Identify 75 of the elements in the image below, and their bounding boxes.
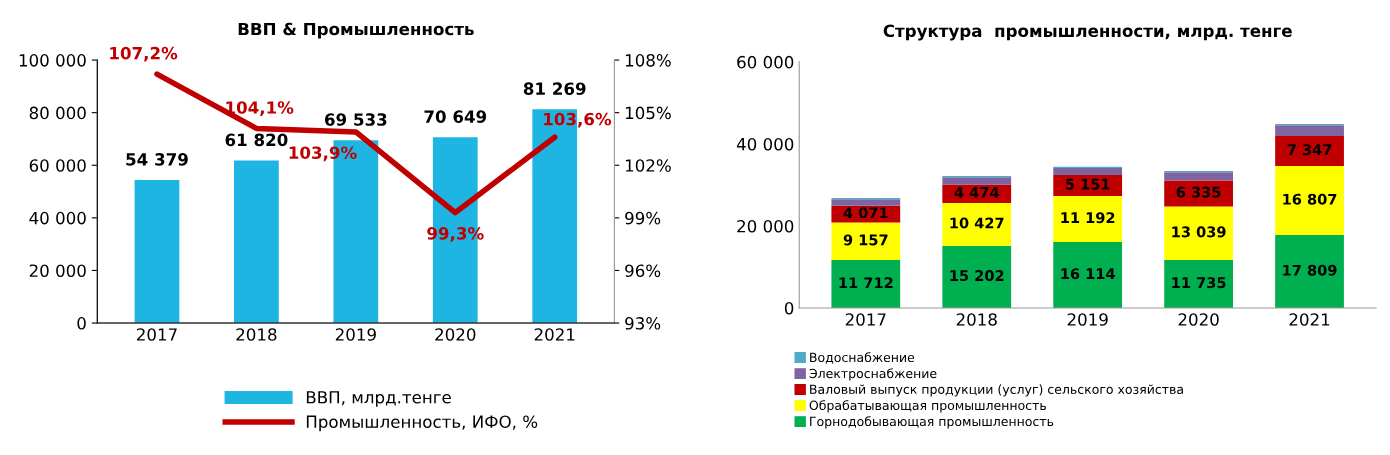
x-tick-label: 2020 (1178, 313, 1219, 326)
bar (1164, 206, 1233, 260)
x-tick-label: 2018 (956, 313, 997, 326)
data-label: 16 114 (1061, 268, 1115, 280)
legend-label: Валовый выпуск продукции (услуг) сельского хозяйства (810, 384, 1183, 397)
data-label: 6 335 (1176, 186, 1221, 198)
y2-tick-label: 108% (625, 54, 671, 67)
y2-tick-label: 96% (625, 264, 661, 278)
data-label: 7 347 (1287, 144, 1332, 156)
x-tick-label: 2019 (1067, 313, 1108, 326)
data-label: 11 735 (1172, 277, 1226, 289)
x-tick-label: 2021 (534, 328, 575, 341)
y-tick-label: 40 000 (29, 211, 86, 225)
y-tick-label: 100 000 (19, 54, 86, 67)
y2-tick-label: 102% (625, 159, 671, 172)
y2-tick-label: 105% (625, 106, 671, 120)
data-label: 70 649 (424, 110, 487, 123)
x-tick-label: 2019 (335, 328, 376, 341)
chart-title: Структура промышленности, млрд. тенге (883, 24, 1292, 41)
bar (1275, 125, 1344, 136)
x-tick-label: 2018 (236, 328, 277, 341)
data-label: 10 427 (950, 217, 1004, 229)
data-label: 11 192 (1061, 212, 1115, 224)
y-tick-label: 0 (784, 302, 794, 315)
data-label: 4 474 (954, 187, 999, 198)
bar (942, 245, 1012, 309)
bar (1053, 167, 1123, 175)
bar (1275, 234, 1344, 309)
bar (1275, 135, 1344, 167)
legend-label: Электроснабжение (809, 368, 937, 381)
bar (234, 160, 279, 324)
y2-tick-label: 93% (625, 317, 661, 330)
legend-label: Водоснабжение (810, 352, 915, 364)
data-label: 107,2% (110, 46, 178, 62)
chart-title: ВВП & Промышленность (238, 22, 474, 39)
data-label: 15 202 (950, 270, 1004, 282)
y-tick-label: 40 000 (736, 137, 794, 151)
data-label: 17 809 (1283, 264, 1337, 276)
x-tick-label: 2021 (1289, 313, 1330, 326)
y-tick-label: 60 000 (29, 159, 86, 172)
bar (831, 222, 901, 260)
bar (1164, 259, 1233, 309)
y-tick-label: 60 000 (737, 55, 794, 69)
y-tick-label: 20 000 (737, 219, 794, 233)
data-label: 104,1% (226, 101, 294, 116)
bar (942, 177, 1012, 185)
legend-label: Обрабатывающая промышленность (809, 400, 1046, 413)
x-tick-label: 2017 (845, 313, 886, 326)
data-label: 11 712 (839, 277, 893, 289)
data-label: 16 807 (1283, 193, 1337, 205)
bar (134, 180, 180, 324)
legend-label: ВВП, млрд.тенге (306, 391, 451, 407)
y-tick-label: 0 (77, 317, 86, 330)
bar (831, 259, 901, 309)
data-label: 54 379 (126, 153, 188, 166)
data-label: 81 269 (523, 82, 586, 95)
x-tick-label: 2017 (136, 328, 177, 341)
bar (942, 202, 1012, 246)
data-label: 5 151 (1065, 178, 1110, 190)
x-tick-label: 2020 (435, 328, 476, 341)
data-label: 13 039 (1172, 226, 1226, 238)
data-label: 61 820 (225, 133, 288, 147)
bar (831, 199, 901, 206)
data-label: 69 533 (324, 113, 387, 126)
legend-label: Горнодобывающая промышленность (810, 416, 1054, 429)
y2-tick-label: 99% (625, 211, 661, 225)
y-tick-label: 20 000 (29, 264, 86, 278)
data-label: 4 071 (843, 207, 888, 219)
legend-label: Промышленность, ИФО, % (306, 415, 538, 432)
bar (1164, 172, 1233, 181)
data-label: 9 157 (843, 234, 888, 246)
bar (1275, 166, 1344, 235)
bar (1053, 241, 1123, 309)
y-tick-label: 80 000 (29, 106, 86, 120)
bar (1053, 196, 1123, 242)
